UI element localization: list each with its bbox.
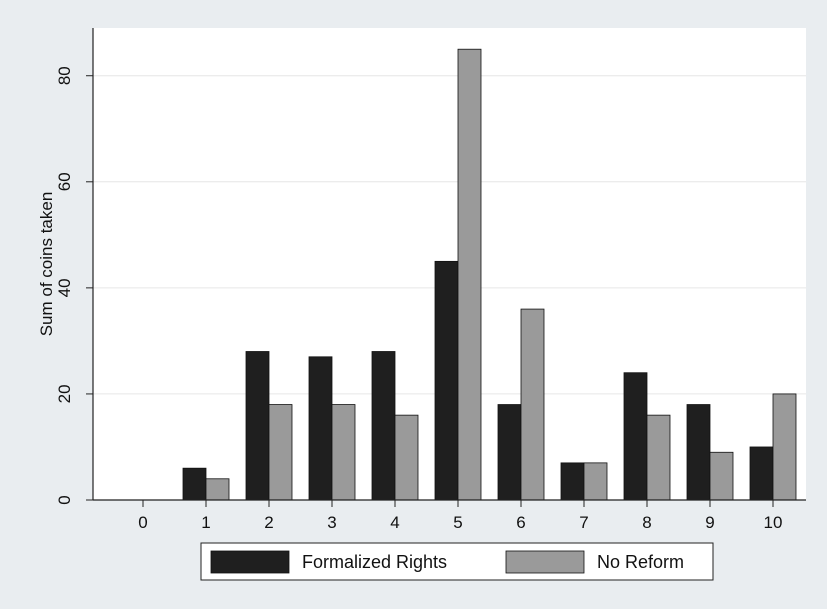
x-tick-label: 9 — [705, 513, 714, 532]
x-tick-label: 6 — [516, 513, 525, 532]
bar-no-reform-4 — [394, 414, 419, 501]
x-tick-label: 4 — [390, 513, 399, 532]
bar-formalized-rights-2 — [245, 351, 270, 501]
x-tick-label: 10 — [764, 513, 783, 532]
y-tick-label: 20 — [55, 384, 74, 403]
y-axis-ticks: 0 20 40 60 80 — [55, 66, 93, 505]
x-tick-label: 1 — [201, 513, 210, 532]
x-tick-label: 7 — [579, 513, 588, 532]
bar-formalized-rights-6 — [497, 404, 522, 501]
bar-formalized-rights-5 — [434, 260, 459, 501]
bar-formalized-rights-9 — [686, 404, 711, 501]
bar-no-reform-2 — [268, 404, 293, 501]
bar-no-reform-9 — [709, 451, 734, 501]
bar-formalized-rights-4 — [371, 351, 396, 501]
bar-formalized-rights-10 — [749, 446, 774, 501]
legend-swatch-no-reform — [505, 550, 585, 574]
legend-label-no-reform: No Reform — [597, 552, 684, 572]
x-tick-label: 5 — [453, 513, 462, 532]
y-axis-title: Sum of coins taken — [37, 192, 56, 337]
bar-formalized-rights-7 — [560, 462, 585, 501]
bar-no-reform-1 — [205, 478, 230, 501]
legend-label-formalized-rights: Formalized Rights — [302, 552, 447, 572]
y-tick-label: 0 — [55, 495, 74, 504]
legend-swatch-formalized-rights — [210, 550, 290, 574]
y-tick-label: 40 — [55, 278, 74, 297]
y-tick-label: 80 — [55, 66, 74, 85]
bar-formalized-rights-3 — [308, 356, 333, 501]
bar-formalized-rights-1 — [182, 467, 207, 501]
bar-no-reform-5 — [457, 48, 482, 501]
x-axis-ticks: 0 1 2 3 4 5 6 7 8 9 10 — [138, 500, 782, 532]
bar-no-reform-3 — [331, 404, 356, 501]
bar-formalized-rights-8 — [623, 372, 648, 501]
bar-no-reform-8 — [646, 414, 671, 501]
legend: Formalized Rights No Reform — [200, 542, 714, 581]
x-tick-label: 8 — [642, 513, 651, 532]
bar-no-reform-10 — [772, 393, 797, 501]
y-tick-label: 60 — [55, 172, 74, 191]
bar-no-reform-7 — [583, 462, 608, 501]
x-tick-label: 3 — [327, 513, 336, 532]
x-tick-label: 0 — [138, 513, 147, 532]
bars — [182, 48, 797, 501]
x-tick-label: 2 — [264, 513, 273, 532]
bar-no-reform-6 — [520, 308, 545, 501]
